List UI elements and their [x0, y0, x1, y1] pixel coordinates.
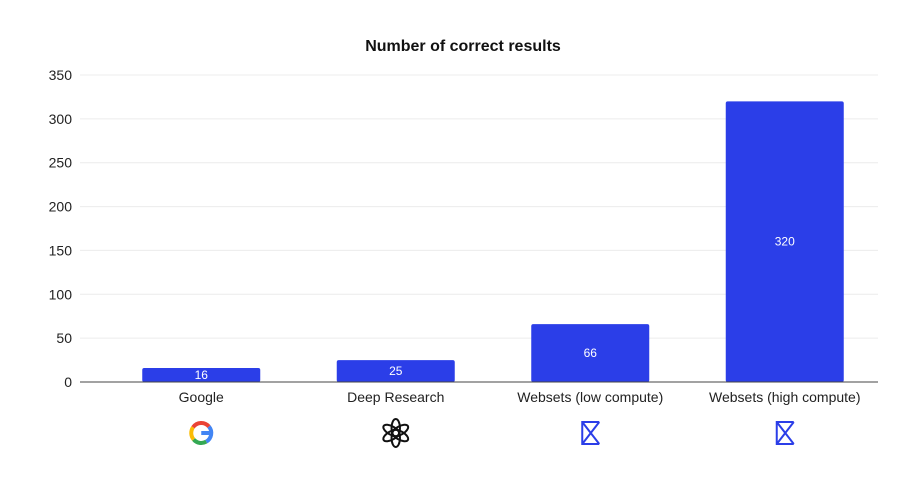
bar: [531, 324, 650, 382]
x-tick-label: Websets (high compute): [709, 389, 860, 405]
y-tick-label: 50: [56, 330, 72, 346]
x-tick-label: Google: [179, 389, 224, 405]
bars: 16 25 66 320: [142, 101, 844, 383]
bar: [725, 101, 844, 383]
y-tick-label: 350: [49, 67, 73, 83]
bar: [142, 367, 261, 382]
y-tick-label: 150: [49, 242, 73, 258]
y-tick-label: 250: [49, 155, 73, 171]
gridlines: [80, 74, 878, 339]
x-tick-label: Websets (low compute): [517, 389, 663, 405]
x-tick-label: Deep Research: [347, 389, 444, 405]
data-label: 320: [775, 235, 795, 249]
y-axis-ticks: 0 50 100 150 200 250 300 350: [49, 67, 73, 390]
exa-logo-icon: [581, 421, 601, 445]
google-logo-icon: [189, 421, 214, 445]
bar: [336, 360, 455, 382]
data-label: 25: [389, 364, 403, 378]
openai-logo-icon: [382, 418, 410, 448]
data-label: 16: [195, 368, 209, 382]
y-tick-label: 100: [49, 286, 73, 302]
y-tick-label: 300: [49, 111, 73, 127]
chart-title: Number of correct results: [365, 38, 561, 55]
y-tick-label: 0: [64, 374, 72, 390]
exa-logo-icon: [775, 421, 795, 445]
y-tick-label: 200: [49, 199, 73, 215]
category-icons: [189, 418, 795, 448]
x-axis-labels: Google Deep Research Websets (low compute)…: [179, 389, 861, 405]
data-label: 66: [584, 346, 598, 360]
